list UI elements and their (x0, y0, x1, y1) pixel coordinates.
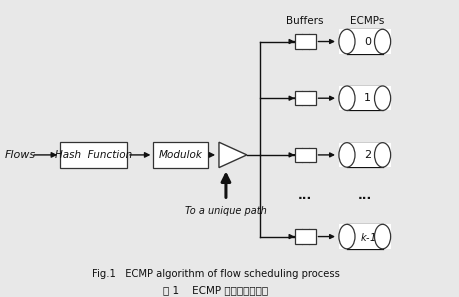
Ellipse shape (338, 86, 354, 110)
Bar (60, 142, 127, 168)
Bar (294, 34, 315, 49)
Bar (338, 143, 390, 167)
Bar (294, 229, 315, 244)
Text: To a unique path: To a unique path (185, 206, 266, 216)
Ellipse shape (374, 86, 390, 110)
Bar (153, 142, 207, 168)
Ellipse shape (374, 224, 390, 249)
Text: 0: 0 (363, 37, 370, 47)
Ellipse shape (338, 29, 354, 54)
Ellipse shape (374, 29, 390, 54)
Text: Hash  Function: Hash Function (55, 150, 132, 160)
Bar (338, 29, 390, 54)
Ellipse shape (338, 143, 354, 167)
Bar (338, 86, 390, 110)
Text: Flows: Flows (5, 150, 36, 160)
Ellipse shape (374, 143, 390, 167)
Text: ...: ... (357, 189, 371, 202)
Text: ECMPs: ECMPs (349, 16, 384, 26)
Text: 图 1    ECMP 算法流调度过程: 图 1 ECMP 算法流调度过程 (162, 285, 268, 295)
Text: Buffers: Buffers (285, 16, 323, 26)
Text: ...: ... (297, 189, 312, 202)
Text: 1: 1 (363, 93, 370, 103)
Bar (294, 91, 315, 105)
Text: 2: 2 (363, 150, 370, 160)
Text: Fig.1   ECMP algorithm of flow scheduling process: Fig.1 ECMP algorithm of flow scheduling … (91, 269, 339, 279)
Bar (294, 148, 315, 162)
Polygon shape (218, 142, 246, 168)
Bar (338, 224, 390, 249)
Ellipse shape (338, 224, 354, 249)
Text: Modulok: Modulok (158, 150, 202, 160)
Text: $k$-1: $k$-1 (359, 230, 375, 243)
